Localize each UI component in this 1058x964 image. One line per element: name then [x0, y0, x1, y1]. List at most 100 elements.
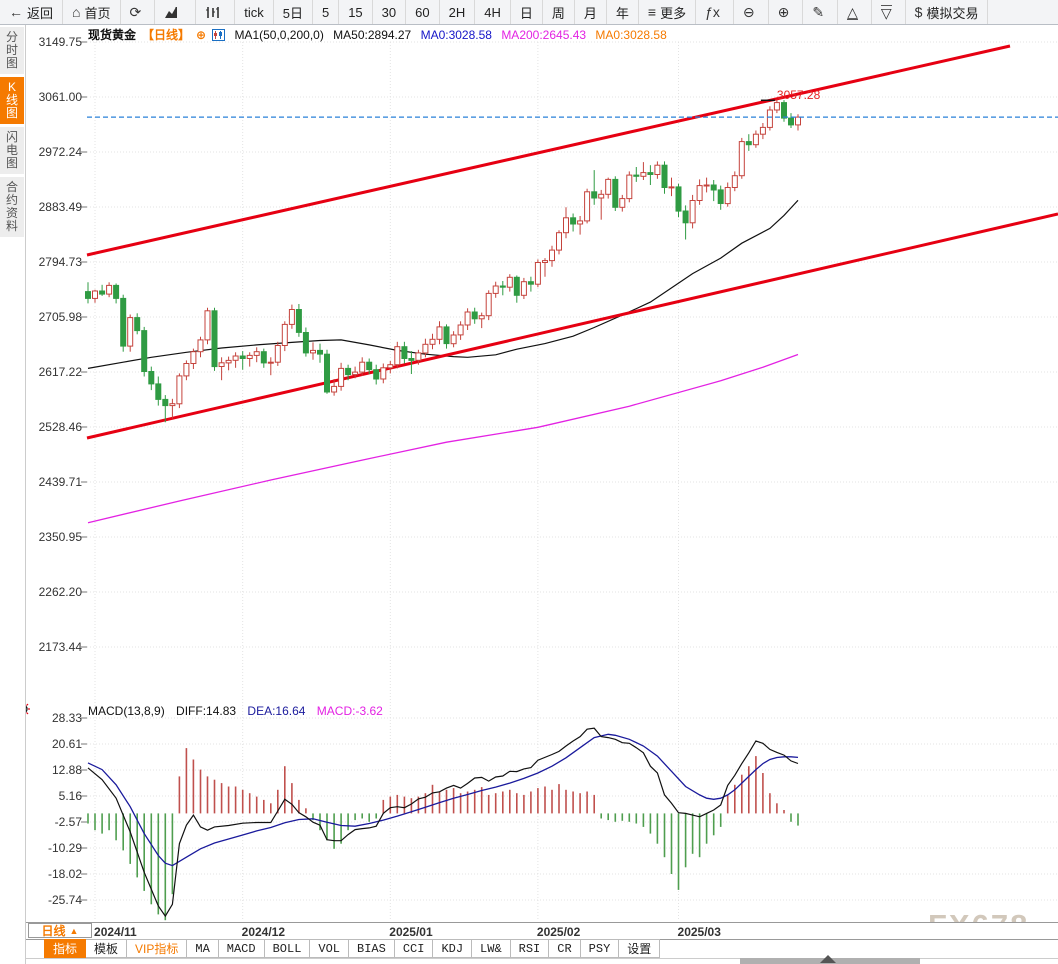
back-arrow-icon: ← [9, 4, 23, 20]
tab-MA[interactable]: MA [187, 939, 219, 958]
price-axis-label: 2173.44 [38, 640, 82, 654]
sidebar-item-lightning-chart[interactable]: 闪 电 图 [0, 127, 24, 174]
ma200-value: MA200:2645.43 [501, 28, 587, 42]
diff-value: DIFF:14.83 [176, 704, 237, 718]
toolbar-item-label: 月 [583, 5, 597, 21]
ma-settings: MA1(50,0,200,0) [234, 28, 324, 42]
toolbar-item-label: 4H [484, 4, 501, 20]
toolbar-item-h4[interactable]: 4H [475, 0, 511, 24]
toolbar-item-label: 2H [448, 4, 466, 20]
bottom-strip [0, 958, 1058, 964]
macd-axis-label: -25.74 [47, 893, 82, 907]
period-selector[interactable]: 日线 ▲ [28, 923, 92, 938]
ma50-value: MA50:2894.27 [333, 28, 412, 42]
sidebar: 分 时 图 K 线 图闪 电 图合 约 资 料 [0, 24, 26, 964]
toolbar-item-tri-up[interactable]: △ [838, 0, 872, 24]
toolbar-item-draw[interactable]: ✎ [803, 0, 839, 24]
price-axis-label: 2705.98 [38, 310, 82, 324]
price-axis-label: 2528.46 [38, 420, 82, 434]
toolbar-item-fx[interactable]: ƒx [696, 0, 734, 24]
price-axis-label: 2794.73 [38, 255, 82, 269]
tab-RSI[interactable]: RSI [510, 939, 550, 958]
toolbar-item-label: 模拟交易 [926, 5, 979, 21]
toolbar-item-zoom-in[interactable]: ⊕ [769, 0, 804, 24]
toolbar-item-zoom-out[interactable]: ⊖ [734, 0, 769, 24]
ma0-orange-value: MA0:3028.58 [595, 28, 667, 42]
tab-VOL[interactable]: VOL [310, 939, 350, 958]
toolbar-item-m60[interactable]: 60 [406, 0, 440, 24]
zoom-in-icon: ⊕ [777, 4, 790, 20]
macd-axis-label: 12.88 [51, 763, 82, 777]
toolbar-item-refresh[interactable]: ⟳ [121, 0, 156, 24]
refresh-icon: ⟳ [129, 4, 142, 20]
indicator-tabs: 指标 模板 VIP指标 MA MACD BOLL VOL BIAS CCI KDJ LW& RSI CR… [44, 939, 661, 958]
toolbar: ← 返回 ⌂ 首页 ⟳ tick 5日 5 15 30 60 2H 4H 日周月年 ≡ 更多 ƒx ⊖ ⊕ ✎ △ ▽ $ 模… [0, 0, 1058, 25]
add-indicator-icon[interactable]: ⊕ [196, 28, 207, 42]
toolbar-item-label: 30 [381, 4, 397, 20]
price-axis-label: 2972.24 [38, 145, 82, 159]
price-axis-label: 2350.95 [38, 530, 82, 544]
tab-PSY[interactable]: PSY [580, 939, 620, 958]
tab-CR[interactable]: CR [549, 939, 581, 958]
toolbar-item-tri-down[interactable]: ▽ [872, 0, 906, 24]
panel-expand-arrow[interactable] [820, 955, 836, 963]
price-axis-label: 2883.49 [38, 200, 82, 214]
triangle-down-icon: ▽ [880, 4, 892, 21]
candle-chart-icon [205, 6, 221, 19]
toolbar-item-5d[interactable]: 5日 [274, 0, 313, 24]
tab-BOLL[interactable]: BOLL [264, 939, 311, 958]
area-chart-icon [164, 6, 182, 19]
toolbar-item-h2[interactable]: 2H [440, 0, 476, 24]
macd-axis-label: -18.02 [47, 867, 82, 881]
toolbar-item-m15[interactable]: 15 [339, 0, 373, 24]
toolbar-item-label: 返回 [27, 5, 54, 21]
toolbar-item-chart-line[interactable] [155, 0, 197, 24]
toolbar-item-label: 5日 [282, 5, 303, 21]
macd-value: MACD:-3.62 [316, 704, 383, 718]
toolbar-item-year[interactable]: 年 [607, 0, 639, 24]
dollar-icon: $ [914, 4, 923, 20]
toolbar-item-home[interactable]: ⌂ 首页 [63, 0, 121, 24]
toolbar-item-day[interactable]: 日 [511, 0, 543, 24]
toolbar-item-chart-candle[interactable] [196, 0, 236, 24]
tab-模板[interactable]: 模板 [86, 939, 128, 958]
tab-设置[interactable]: 设置 [619, 939, 661, 958]
period-label: 【日线】 [142, 28, 191, 42]
tab-指标[interactable]: 指标 [44, 939, 87, 958]
toolbar-item-m30[interactable]: 30 [373, 0, 407, 24]
toolbar-item-month[interactable]: 月 [575, 0, 607, 24]
toolbar-item-label: 更多 [660, 5, 687, 21]
pencil-icon: ✎ [812, 4, 825, 20]
tab-VIP指标[interactable]: VIP指标 [127, 939, 188, 958]
x-axis-label: 2025/01 [389, 925, 433, 939]
toolbar-item-week[interactable]: 周 [543, 0, 575, 24]
price-axis-label: 3061.00 [38, 90, 82, 104]
toolbar-item-back[interactable]: ← 返回 [0, 0, 64, 24]
price-axis-label: 2617.22 [38, 365, 82, 379]
price-axis-label: 3149.75 [38, 35, 82, 49]
tab-KDJ[interactable]: KDJ [433, 939, 473, 958]
tab-LW&[interactable]: LW& [472, 939, 511, 958]
sidebar-item-contract-info[interactable]: 合 约 资 料 [0, 177, 24, 237]
macd-axis-label: 28.33 [51, 711, 82, 725]
tab-BIAS[interactable]: BIAS [349, 939, 395, 958]
svg-text:3057.28: 3057.28 [777, 88, 821, 102]
toolbar-item-m5[interactable]: 5 [313, 0, 340, 24]
toolbar-item-label: 15 [348, 4, 363, 20]
x-axis-label: 2024/11 [94, 925, 137, 939]
macd-axis-label: 20.61 [51, 737, 82, 751]
toolbar-item-more[interactable]: ≡ 更多 [639, 0, 697, 24]
x-axis-label: 2025/03 [677, 925, 721, 939]
toolbar-item-label: 年 [615, 5, 629, 21]
tab-MACD[interactable]: MACD [218, 939, 265, 958]
toolbar-item-label: 首页 [84, 5, 111, 21]
macd-axis-label: -2.57 [54, 815, 82, 829]
tab-CCI[interactable]: CCI [394, 939, 434, 958]
kline-mini-icon [212, 29, 226, 44]
toolbar-item-tick[interactable]: tick [235, 0, 274, 24]
toolbar-item-sim-trade[interactable]: $ 模拟交易 [906, 0, 989, 24]
sidebar-item-time-chart[interactable]: 分 时 图 [0, 27, 24, 74]
sidebar-item-kline-chart[interactable]: K 线 图 [0, 77, 24, 124]
